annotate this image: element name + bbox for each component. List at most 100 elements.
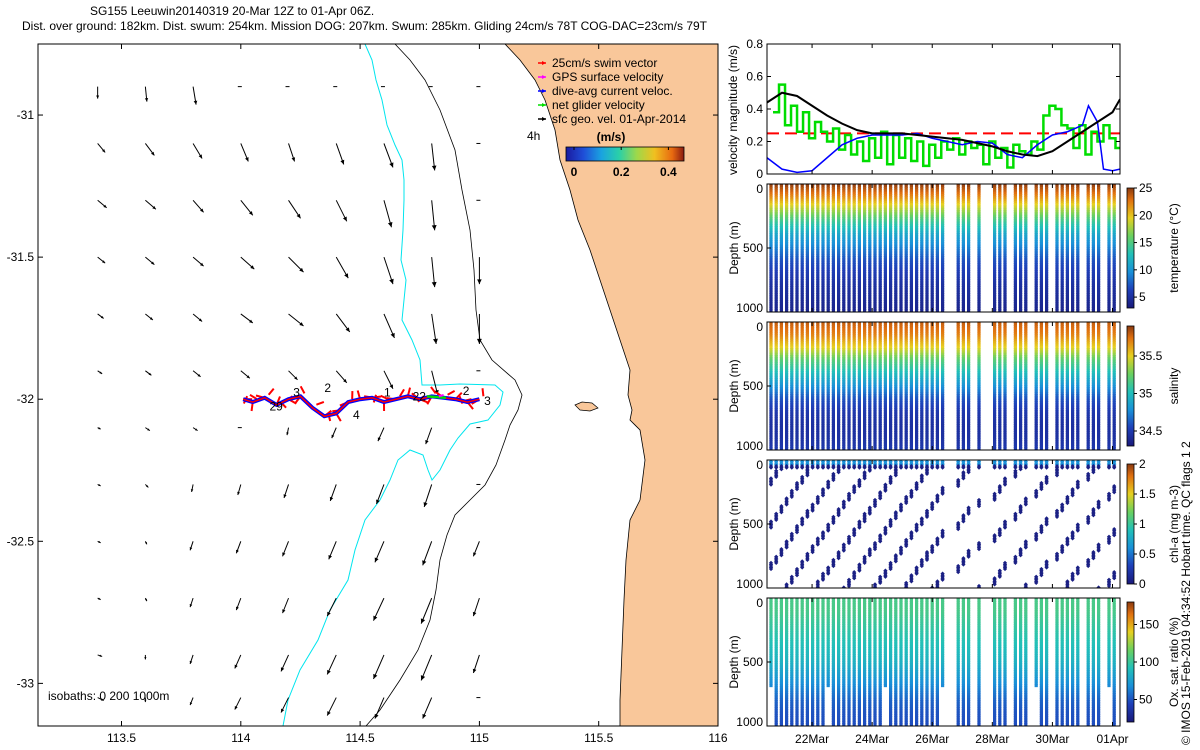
section-sample [956,230,960,234]
section-sample [816,341,820,345]
section-sample [956,304,960,308]
section-sample [909,230,913,234]
section-sample [1039,242,1043,246]
section-sample [1003,260,1007,264]
section-sample [831,352,835,356]
section-sample [883,336,887,340]
section-sample [961,216,965,221]
section-sample [821,401,825,405]
section-sample [993,246,997,251]
section-sample [816,440,820,444]
section-sample [831,424,835,428]
section-sample [774,384,778,389]
section-sample [883,249,887,253]
section-sample [805,203,809,207]
section-sample [894,198,898,202]
section-sample [868,325,872,329]
section-sample [821,350,825,354]
section-sample [795,341,799,345]
section-sample [852,237,856,241]
section-sample [779,187,783,191]
section-sample [785,414,789,419]
section-sample [920,269,924,274]
section-sample [993,253,997,258]
section-sample [805,274,809,278]
section-sample [904,373,908,377]
section-sample [863,419,867,423]
section-sample [811,331,815,336]
section-sample [868,387,872,391]
section-sample [790,276,794,281]
section-sample [800,357,804,361]
section-sample [837,371,841,375]
section-sample [826,207,830,211]
section-sample [1112,260,1116,264]
section-sample [821,352,825,356]
section-sample [868,295,872,299]
section-sample [961,265,965,269]
section-sample [1112,219,1116,223]
section-sample [800,297,804,301]
section-sample [930,253,934,258]
section-sample [1086,292,1090,297]
section-sample [805,260,809,264]
section-sample [826,437,830,442]
section-sample [785,350,789,354]
section-sample [857,288,861,292]
section-sample [1039,276,1043,281]
section-sample [863,382,867,386]
section-sample [821,302,825,306]
section-sample [909,302,913,306]
section-sample [956,260,960,264]
section-sample [899,242,903,246]
section-sample [831,412,835,416]
section-sample [842,246,846,251]
section-sample [904,297,908,301]
section-colorbar-tick-label: 5 [1139,290,1146,304]
section-sample [883,378,887,382]
section-sample [790,331,794,336]
section-sample [998,242,1002,246]
section-sample [837,384,841,389]
section-sample [904,426,908,430]
section-sample [826,249,830,253]
section-sample [805,378,809,382]
section-sample [915,184,919,188]
section-sample [831,382,835,386]
section-sample [894,387,898,391]
section-sample [1071,276,1075,281]
section-sample [899,396,903,400]
timeseries-ytick-label: 0.6 [746,70,763,84]
section-sample [774,371,778,375]
section-sample [899,391,903,396]
section-sample [774,196,778,200]
section-sample [1034,221,1038,225]
section-sample [915,223,919,228]
section-sample [800,242,804,246]
section-sample [873,244,877,248]
section-sample [1024,205,1028,209]
section-sample [878,368,882,372]
section-sample [998,240,1002,244]
section-sample [826,309,830,312]
section-sample [956,306,960,311]
section-sample [800,198,804,202]
section-sample [868,447,872,450]
section-sample [998,276,1002,281]
section-sample [868,260,872,264]
section-sample [847,341,851,345]
section-sample [831,260,835,264]
section-sample [769,198,773,202]
section-sample [956,265,960,269]
section-sample [842,329,846,333]
section-sample [847,263,851,267]
section-sample [790,417,794,421]
section-sample [1045,240,1049,244]
section-sample [774,191,778,195]
section-sample [842,334,846,338]
section-sample [873,286,877,290]
section-sample [1076,187,1080,191]
section-sample [790,309,794,312]
section-sample [826,401,830,405]
section-sample [956,309,960,312]
